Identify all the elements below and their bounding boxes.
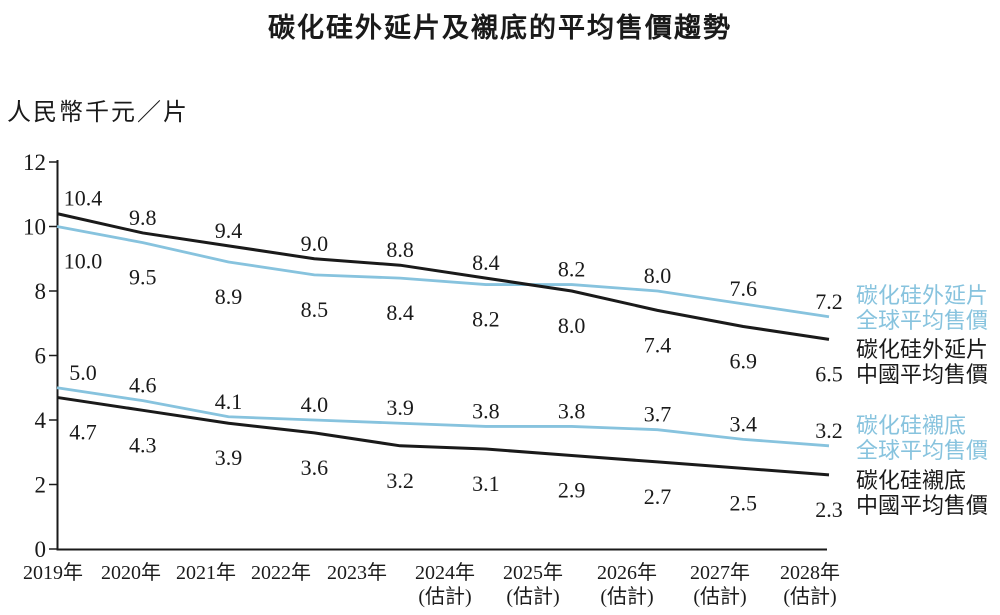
point-label: 3.8 <box>558 398 586 423</box>
point-label: 9.8 <box>129 205 157 230</box>
point-label: 8.9 <box>215 284 243 309</box>
legend-0: 碳化硅外延片 全球平均售價 <box>856 283 988 333</box>
series-line-0 <box>56 225 830 319</box>
point-label: 8.0 <box>644 263 672 288</box>
point-label: 8.2 <box>472 307 500 332</box>
x-tick-label: 2026年 (估計) <box>597 562 657 608</box>
y-tick-label: 0 <box>35 537 47 562</box>
series-line-3 <box>56 395 830 477</box>
x-tick-sublabel: (估計) <box>600 586 654 608</box>
point-label: 7.4 <box>644 332 672 357</box>
point-label: 6.5 <box>815 361 843 386</box>
point-label: 8.8 <box>386 237 414 262</box>
x-tick-label: 2027年 (估計) <box>690 562 750 608</box>
x-tick-label: 2021年 <box>176 562 236 584</box>
y-tick-label: 8 <box>35 279 47 304</box>
legend-line: 中國平均售價 <box>856 493 989 518</box>
x-tick-label: 2028年 (估計) <box>780 562 840 608</box>
point-label: 8.4 <box>472 250 500 275</box>
point-label: 7.2 <box>815 289 843 314</box>
legend-line: 碳化硅外延片 <box>856 337 989 362</box>
x-tick-label: 2023年 <box>327 562 387 584</box>
x-tick-sublabel: (估計) <box>783 586 837 608</box>
point-label: 3.1 <box>472 471 500 496</box>
series-line-1 <box>56 212 830 341</box>
x-tick-sublabel: (估計) <box>418 586 472 608</box>
point-label: 3.9 <box>215 445 243 470</box>
point-label: 7.6 <box>729 276 757 301</box>
point-label: 9.0 <box>301 231 329 256</box>
point-label: 10.0 <box>64 249 103 274</box>
y-tick-label: 12 <box>23 150 46 175</box>
point-label: 2.9 <box>558 477 586 502</box>
legend-line: 碳化硅襯底 <box>856 413 967 438</box>
series-line-2 <box>56 386 830 448</box>
legend-3: 碳化硅襯底 中國平均售價 <box>856 468 988 518</box>
x-tick-label: 2025年 (估計) <box>503 562 563 608</box>
x-tick-sublabel: (估計) <box>506 586 560 608</box>
point-label: 2.3 <box>815 497 843 522</box>
legend-line: 碳化硅襯底 <box>856 468 967 493</box>
point-label: 4.7 <box>69 419 97 444</box>
point-label: 9.5 <box>129 265 157 290</box>
point-label: 3.2 <box>815 418 843 443</box>
point-label: 8.0 <box>558 313 586 338</box>
x-tick-label: 2019年 <box>23 562 83 584</box>
point-label: 3.6 <box>301 455 329 480</box>
point-label: 6.9 <box>729 348 757 373</box>
y-tick-label: 4 <box>35 408 47 433</box>
legend-line: 中國平均售價 <box>856 362 989 387</box>
y-tick-label: 6 <box>35 344 47 369</box>
point-label: 8.2 <box>558 257 586 282</box>
y-axis-unit-label: 人民幣千元／片 <box>7 100 189 126</box>
point-label: 4.1 <box>215 389 243 414</box>
point-label: 8.4 <box>386 300 414 325</box>
point-label: 3.7 <box>644 402 672 427</box>
legend-1: 碳化硅外延片 中國平均售價 <box>856 337 988 387</box>
chart-title: 碳化硅外延片及襯底的平均售價趨勢 <box>268 13 732 43</box>
point-label: 5.0 <box>69 360 97 385</box>
point-label: 2.5 <box>729 490 757 515</box>
point-label: 9.4 <box>215 218 243 243</box>
point-label: 3.2 <box>386 468 414 493</box>
point-label: 2.7 <box>644 484 672 509</box>
point-label: 4.0 <box>301 392 329 417</box>
legend-line: 全球平均售價 <box>856 308 989 333</box>
y-tick-label: 10 <box>23 215 46 240</box>
point-label: 8.5 <box>301 297 329 322</box>
x-tick-label: 2022年 <box>251 562 311 584</box>
y-tick-label: 2 <box>35 473 47 498</box>
point-label: 10.4 <box>64 186 103 211</box>
legend-line: 碳化硅外延片 <box>856 283 989 308</box>
point-label: 3.4 <box>729 411 757 436</box>
legend-2: 碳化硅襯底 全球平均售價 <box>856 413 988 463</box>
x-tick-label: 2020年 <box>101 562 161 584</box>
legend-line: 全球平均售價 <box>856 438 989 463</box>
point-label: 4.6 <box>129 373 157 398</box>
point-label: 3.9 <box>386 395 414 420</box>
point-label: 4.3 <box>129 432 157 457</box>
point-label: 3.8 <box>472 398 500 423</box>
x-tick-sublabel: (估計) <box>693 586 747 608</box>
x-tick-label: 2024年 (估計) <box>415 562 475 608</box>
